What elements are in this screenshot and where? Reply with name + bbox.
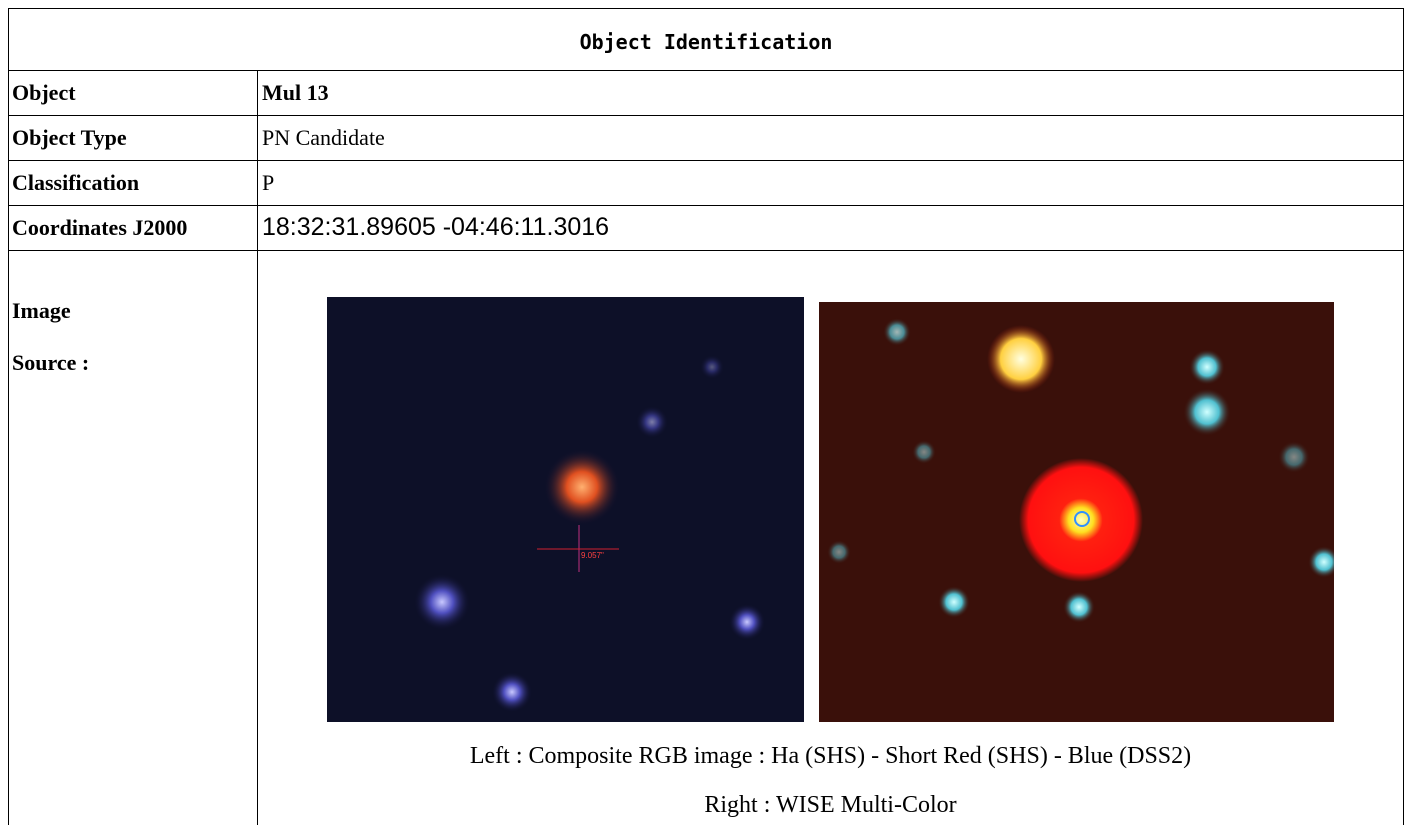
right-image bbox=[819, 302, 1334, 722]
row-value: PN Candidate bbox=[262, 125, 385, 150]
row-label: Object bbox=[12, 80, 76, 105]
caption: Left : Composite RGB image : Ha (SHS) - … bbox=[469, 743, 1192, 769]
row-label: Object Type bbox=[12, 125, 127, 150]
row-line bbox=[8, 205, 1404, 206]
row-value: Mul 13 bbox=[262, 80, 329, 105]
border bbox=[1403, 8, 1404, 825]
row-label: Source : bbox=[12, 350, 90, 375]
caption: Right : WISE Multi-Color bbox=[704, 792, 957, 818]
row-line bbox=[8, 70, 1404, 71]
row-line bbox=[8, 250, 1404, 251]
left-image: 9.057" bbox=[327, 297, 804, 722]
border bbox=[8, 8, 9, 825]
row-value: P bbox=[262, 170, 275, 195]
row-value: 18:32:31.89605 -04:46:11.3016 bbox=[262, 213, 610, 241]
row-line bbox=[8, 115, 1404, 116]
title: Object Identification bbox=[579, 30, 833, 54]
scale-label: 9.057" bbox=[581, 551, 604, 560]
col-line bbox=[257, 70, 258, 825]
row-label: Image bbox=[12, 298, 71, 323]
row-label: Coordinates J2000 bbox=[12, 215, 188, 240]
row-label: Classification bbox=[12, 170, 140, 195]
border bbox=[8, 8, 1404, 9]
row-line bbox=[8, 160, 1404, 161]
